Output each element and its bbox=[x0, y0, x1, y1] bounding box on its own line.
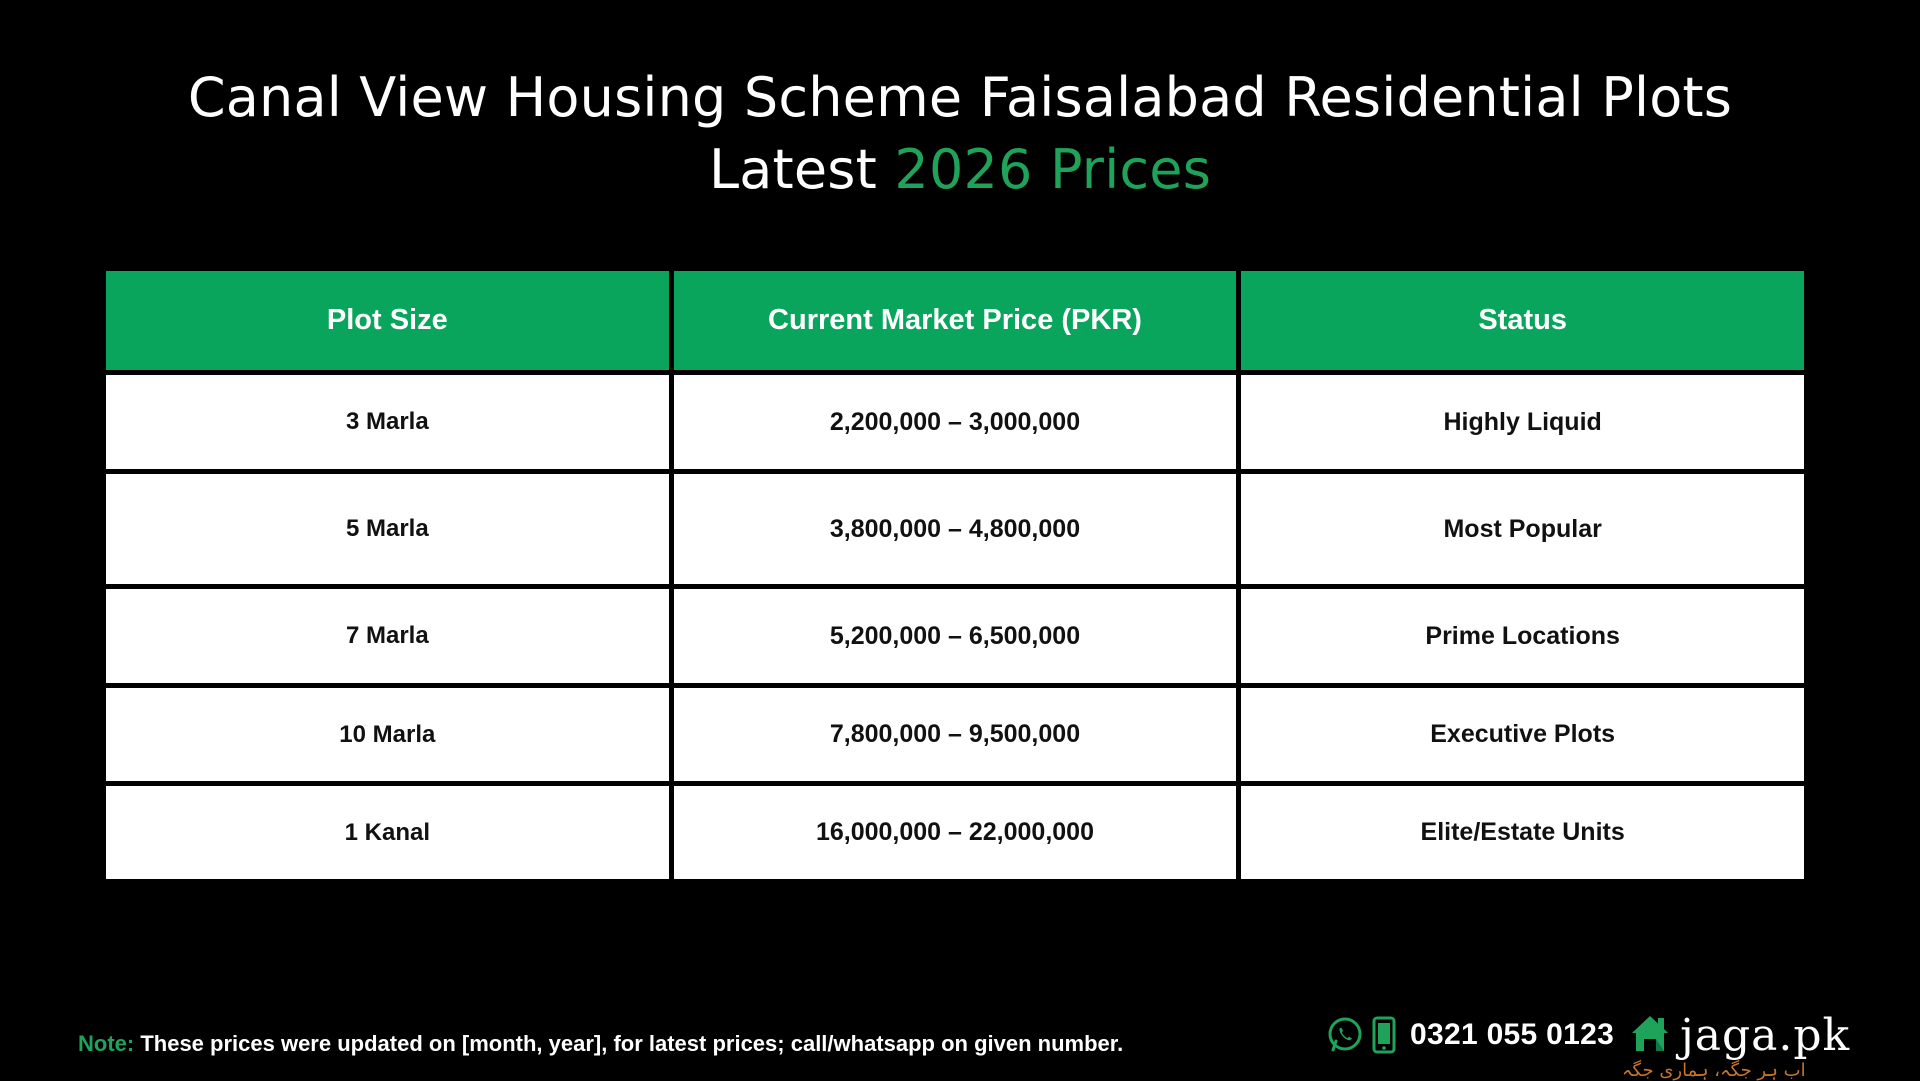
title-line-2: Latest 2026 Prices bbox=[0, 134, 1920, 206]
table-row: 1 Kanal 16,000,000 – 22,000,000 Elite/Es… bbox=[106, 786, 1804, 879]
price-cell: 16,000,000 – 22,000,000 bbox=[673, 786, 1237, 879]
phone-number[interactable]: 0321 055 0123 bbox=[1410, 1018, 1615, 1051]
plot-size-cell: 1 Kanal bbox=[106, 786, 669, 879]
header-plot-size: Plot Size bbox=[106, 271, 669, 370]
note-text: These prices were updated on [month, yea… bbox=[134, 1031, 1124, 1056]
brand-name: jaga.pk bbox=[1680, 1009, 1851, 1061]
whatsapp-icon[interactable] bbox=[1326, 1016, 1364, 1054]
price-cell: 7,800,000 – 9,500,000 bbox=[673, 688, 1237, 781]
title-year-accent: 2026 Prices bbox=[894, 138, 1212, 201]
title-line-2-prefix: Latest bbox=[708, 138, 895, 201]
price-cell: 5,200,000 – 6,500,000 bbox=[673, 589, 1237, 683]
brand-logo[interactable]: jaga.pk bbox=[1628, 1010, 1850, 1061]
header-market-price: Current Market Price (PKR) bbox=[673, 271, 1237, 370]
page-title: Canal View Housing Scheme Faisalabad Res… bbox=[0, 62, 1920, 206]
plot-size-cell: 5 Marla bbox=[106, 474, 669, 584]
plot-size-cell: 3 Marla bbox=[106, 375, 669, 469]
brand-tagline: اب ہر جگہ، ہماری جگہ bbox=[1622, 1060, 1806, 1081]
note-label: Note: bbox=[78, 1031, 135, 1056]
footer-note: Note: These prices were updated on [mont… bbox=[78, 1031, 1123, 1057]
house-icon bbox=[1628, 1011, 1672, 1060]
title-line-1: Canal View Housing Scheme Faisalabad Res… bbox=[187, 66, 1733, 129]
table-row: 5 Marla 3,800,000 – 4,800,000 Most Popul… bbox=[106, 474, 1804, 584]
table-row: 3 Marla 2,200,000 – 3,000,000 Highly Liq… bbox=[106, 375, 1804, 469]
contact-bar: 0321 055 0123 jaga.pk bbox=[1326, 1010, 1850, 1061]
status-cell: Highly Liquid bbox=[1241, 375, 1804, 469]
header-status: Status bbox=[1241, 271, 1804, 370]
status-cell: Elite/Estate Units bbox=[1241, 786, 1804, 879]
status-cell: Most Popular bbox=[1241, 474, 1804, 584]
status-cell: Executive Plots bbox=[1241, 688, 1804, 781]
table-header-row: Plot Size Current Market Price (PKR) Sta… bbox=[106, 271, 1804, 370]
status-cell: Prime Locations bbox=[1241, 589, 1804, 683]
plot-size-cell: 7 Marla bbox=[106, 589, 669, 683]
table-row: 7 Marla 5,200,000 – 6,500,000 Prime Loca… bbox=[106, 589, 1804, 683]
table-row: 10 Marla 7,800,000 – 9,500,000 Executive… bbox=[106, 688, 1804, 781]
plot-size-cell: 10 Marla bbox=[106, 688, 669, 781]
price-cell: 2,200,000 – 3,000,000 bbox=[673, 375, 1237, 469]
price-table: Plot Size Current Market Price (PKR) Sta… bbox=[101, 266, 1809, 884]
price-cell: 3,800,000 – 4,800,000 bbox=[673, 474, 1237, 584]
mobile-phone-icon[interactable] bbox=[1372, 1016, 1396, 1054]
